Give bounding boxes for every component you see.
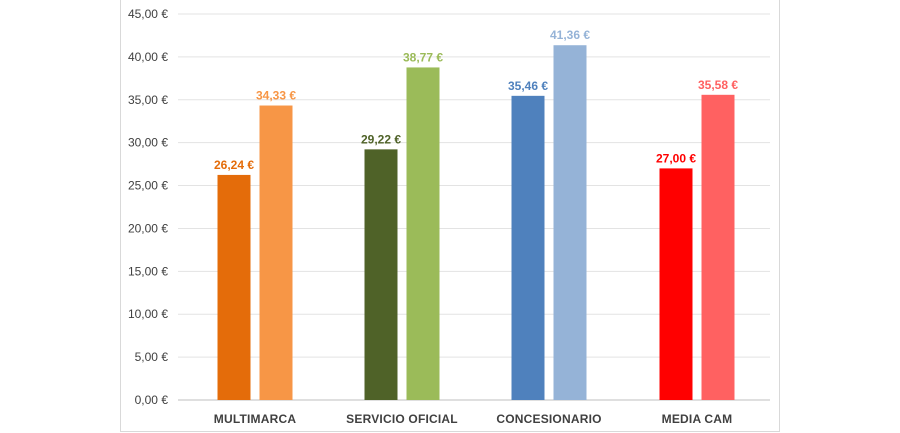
- y-tick-label-1: 5,00 €: [135, 350, 169, 364]
- data-label-3-2: 41,36 €: [550, 28, 590, 42]
- data-label-3-1: 35,46 €: [508, 79, 548, 93]
- bar-4-1: [659, 168, 693, 400]
- y-tick-label-4: 20,00 €: [128, 221, 168, 235]
- x-axis-category-labels: MULTIMARCA SERVICIO OFICIAL CONCESIONARIO M…: [214, 412, 733, 426]
- data-labels: 26,24 € 34,33 € 29,22 € 38,77 € 35,46 € 41,36…: [214, 28, 738, 172]
- category-label-4: MEDIA CAM: [662, 412, 733, 426]
- bar-3-2: [553, 45, 587, 400]
- data-label-4-2: 35,58 €: [698, 78, 738, 92]
- y-axis-tick-labels: 0,00 € 5,00 € 10,00 € 15,00 € 20,00 € 25,00 €…: [128, 7, 168, 407]
- data-label-2-1: 29,22 €: [361, 132, 401, 146]
- category-label-2: SERVICIO OFICIAL: [346, 412, 458, 426]
- chart-frame: [120, 0, 780, 432]
- y-tick-label-6: 30,00 €: [128, 136, 168, 150]
- data-label-1-1: 26,24 €: [214, 158, 254, 172]
- category-label-3: CONCESIONARIO: [496, 412, 601, 426]
- bars: [217, 45, 735, 401]
- bar-4-2: [701, 94, 735, 400]
- y-tick-label-5: 25,00 €: [128, 179, 168, 193]
- y-tick-label-9: 45,00 €: [128, 7, 168, 21]
- data-label-4-1: 27,00 €: [656, 151, 696, 165]
- y-tick-label-3: 15,00 €: [128, 264, 168, 278]
- bar-2-2: [406, 67, 440, 401]
- y-tick-label-8: 40,00 €: [128, 50, 168, 64]
- data-label-1-2: 34,33 €: [256, 89, 296, 103]
- data-label-2-2: 38,77 €: [403, 50, 443, 64]
- bar-1-1: [217, 174, 251, 400]
- y-tick-label-7: 35,00 €: [128, 93, 168, 107]
- bar-3-1: [511, 95, 545, 400]
- y-tick-label-0: 0,00 €: [135, 393, 169, 407]
- bar-2-1: [364, 149, 398, 400]
- y-tick-label-2: 10,00 €: [128, 307, 168, 321]
- bar-1-2: [259, 105, 293, 400]
- category-label-1: MULTIMARCA: [214, 412, 297, 426]
